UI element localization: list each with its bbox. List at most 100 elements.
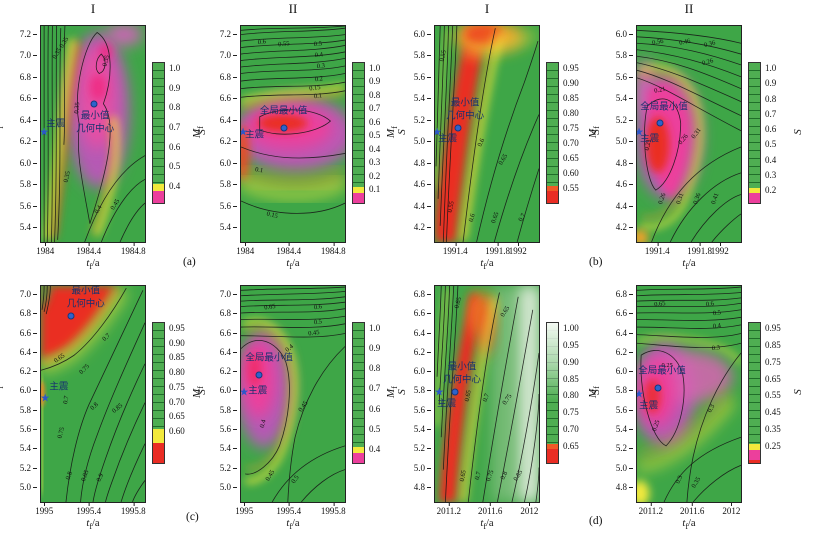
annotation-text: 主震 [438,135,458,146]
minimum-dot-icon [280,124,288,132]
plot-title: II [684,1,694,16]
x-tick-labels: 2011.2 2011.6 2012 [638,503,741,516]
minimum-dot-icon [454,124,462,132]
x-tick-labels: 1984 1984.4 1984.8 [36,243,146,256]
panel-c1: Mf 7.06.86.66.46.26.05.85.65.45.25.0 [0,260,210,532]
plot-area: 0.65 0.6 0.5 0.45 0.4 0.45 0.4 0.45 0.5 ★ 主震 全局最小值 [240,285,346,503]
contour-labels: 0.65 0.6 0.5 0.4 0.3 0.25 0.25 0.3 0.3 0.35 [650,300,722,489]
minimum-dot-icon [90,100,98,108]
colorbar-tick-labels: 1.0 0.9 0.8 0.7 0.6 0.5 0.4 [369,323,381,454]
colorbar-axis-label: S [791,129,804,135]
mainshock-star-icon: ★ [637,389,644,400]
x-tick-labels: 1991.4 1991.8 1992 [442,243,527,256]
mainshock-star-icon: ★ [40,125,50,139]
mainshock-star-icon: ★ [434,385,445,399]
x-tick-labels: 1995 1995.4 1995.8 [235,503,346,516]
contour-field [637,26,741,242]
plot-title: I [484,1,490,16]
plot-area: 0.56 0.46 0.36 0.26 0.21 0.21 0.26 0.31 0.26 0.31… [636,25,742,243]
annotation-text: 几何中心 [443,375,482,386]
annotations: ★主震 最小值几何中心 [41,26,145,242]
y-tick-labels: 7.0 6.8 6.6 6.4 6.2 6.0 5.8 5.6 5.4 5.2 5.0 [202,285,237,503]
panel-a1: I Mf 7.27.06.86.66.46.26.05.85.65.4 [0,0,210,272]
y-tick-labels: 6.0 5.8 5.6 5.4 5.2 5.0 4.8 4.6 4.4 4.2 [598,25,633,243]
colorbar-tick-labels: 1.00 0.95 0.90 0.85 0.80 0.75 0.70 0.65 [563,323,579,451]
y-tick-labels: 7.2 7.0 6.8 6.6 6.4 6.2 6.0 5.8 5.6 5.4 [202,25,237,243]
colorbar [546,322,559,464]
panel-b2: II Mf 6.0 5.8 5.6 5.4 5.2 5.0 4.8 4.6 4.4 4.2 [587,0,806,272]
minimum-dot-icon [656,119,664,127]
colorbar-tick-labels: 1.0 0.9 0.8 0.7 0.6 0.5 0.4 [169,63,181,191]
plot-title: I [90,1,96,16]
y-tick-labels: 7.0 6.8 6.6 6.4 6.2 6.0 5.8 5.6 5.4 5.2 5.0 [2,285,37,503]
plot-area: 0.65 0.7 0.7 0.75 0.75 0.8 0.8 0.85 0.85 0.9 ★ 主震最… [40,285,146,503]
mainshock-star-icon: ★ [241,126,248,137]
annotations: ★主震 最小值几何中心 [41,286,145,502]
panel-d2: Mf 6.8 6.6 6.4 6.2 6.0 5.8 5.6 5.4 5.2 5.0 4.8 [587,260,806,531]
x-axis-label: tf/a [86,258,100,272]
group-label-d: (d) [589,515,603,527]
annotations: ★主震 全局最小值 [241,286,345,502]
annotation-text: 全局最小值 [259,106,308,117]
minimum-dot-icon [255,371,263,379]
plot-title: II [288,1,298,16]
annotation-text: 最小值 [80,111,110,122]
x-axis-label: tf/a [286,518,300,532]
minimum-dot-icon [67,312,75,320]
colorbar [748,62,761,204]
x-tick-labels: 1991.4 1991.8 1992 [644,243,729,256]
colorbar [546,62,559,204]
panel-c2: Mf 7.0 6.8 6.6 6.4 6.2 6.0 5.8 5.6 5.4 5.2 5.0 [191,260,410,532]
contour-field [435,26,539,242]
annotation-text: 全局最小值 [245,353,293,364]
group-label-c: (c) [186,511,199,523]
minimum-dot-icon [451,388,459,396]
mainshock-star-icon: ★ [637,126,644,137]
mainshock-star-icon: ★ [435,126,442,137]
annotation-text: 最小值 [71,287,100,298]
colorbar-tick-labels: 1.0 0.9 0.8 0.7 0.6 0.5 0.4 0.3 0.2 [765,63,777,195]
x-axis-label: tf/a [682,258,696,272]
annotation-text: 主震 [245,130,265,141]
colorbar-axis-label: S [791,389,804,395]
annotation-text: 最小值 [447,362,477,373]
x-axis-label: tf/a [86,518,100,532]
annotation-text: 主震 [640,135,660,146]
contour-field [241,286,345,502]
x-tick-labels: 2011.2 2011.6 2012 [436,503,539,516]
annotation-text: 主震 [46,119,66,130]
mainshock-star-icon: ★ [40,391,51,405]
colorbar-tick-labels: 0.95 0.90 0.85 0.80 0.75 0.70 0.65 0.60 0.55 [563,63,579,193]
annotations: ★主震 全局最小值 [637,26,741,242]
annotation-text: 主震 [248,386,268,397]
colorbar [352,62,365,204]
panel-a2: II Mf 7.2 7.0 6.8 6.6 6.4 6.2 6.0 5.8 5.6 5.4 [191,0,410,272]
annotation-text: 全局最小值 [640,102,688,113]
annotation-text: 主震 [639,401,659,412]
annotations: ★主震 全局最小值 [637,286,741,502]
annotation-text: 几何中心 [446,111,485,122]
annotation-text: 全局最小值 [638,366,686,377]
colorbar-tick-labels: 0.95 0.90 0.85 0.80 0.75 0.70 0.65 0.60 [169,323,185,436]
group-label-a: (a) [183,256,196,268]
x-axis-label: tf/a [480,518,494,532]
annotation-text: 几何中心 [66,299,105,310]
contour-field [41,286,145,502]
colorbar-tick-labels: 1.0 0.9 0.8 0.7 0.6 0.5 0.4 0.3 0.2 0.1 [369,63,381,194]
annotation-text: 最小值 [450,98,480,109]
x-tick-labels: 1984 1984.4 1984.8 [236,243,346,256]
colorbar-tick-labels: 0.95 0.85 0.75 0.65 0.55 0.45 0.35 0.25 [765,323,781,451]
colorbar [152,322,165,464]
annotation-text: 主震 [49,382,69,393]
y-tick-labels: 6.8 6.6 6.4 6.2 6.0 5.8 5.6 5.4 5.2 5.0 4.8 [396,285,431,503]
x-axis-label: tf/a [286,258,300,272]
group-label-b: (b) [589,256,603,268]
annotations: ★主震 最小值几何中心 [435,286,539,502]
plot-area: 0.35 0.35 0.35 0.35 0.35 0.4 0.45 ★ 主震 最小值 几何中心 [40,25,146,243]
contour-field [41,26,145,242]
annotation-text: 几何中心 [76,124,115,135]
y-tick-labels: 6.8 6.6 6.4 6.2 6.0 5.8 5.6 5.4 5.2 5.0 4.8 [598,285,633,503]
